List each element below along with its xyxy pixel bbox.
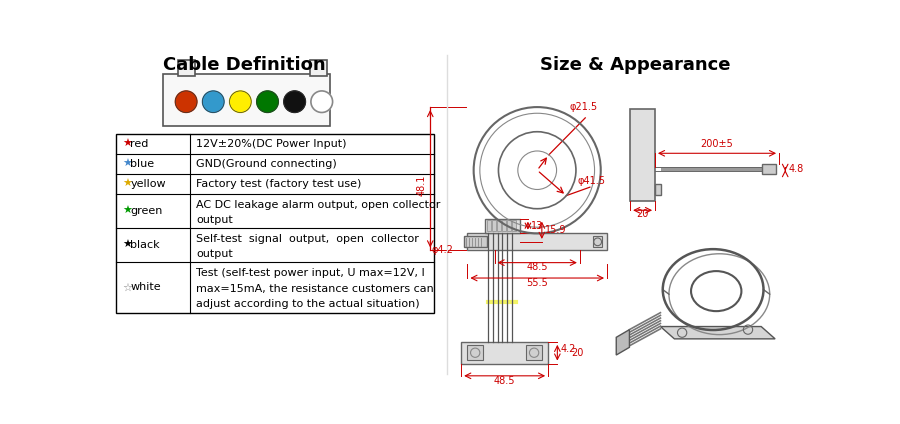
Bar — [655, 184, 661, 195]
Text: ★: ★ — [122, 206, 132, 216]
Text: 20: 20 — [572, 348, 584, 358]
Bar — [464, 237, 487, 247]
Text: ☆: ☆ — [122, 282, 132, 292]
Text: ★: ★ — [122, 139, 132, 149]
Text: blue: blue — [130, 159, 155, 169]
Text: ★: ★ — [122, 159, 132, 169]
Bar — [492, 220, 496, 231]
Text: Size & Appearance: Size & Appearance — [540, 56, 731, 74]
Circle shape — [310, 91, 333, 112]
Text: ★: ★ — [122, 179, 132, 189]
Text: 4.2: 4.2 — [561, 344, 576, 354]
Circle shape — [202, 91, 224, 112]
Bar — [502, 220, 506, 231]
Text: 20: 20 — [636, 209, 649, 219]
Circle shape — [230, 91, 251, 112]
Bar — [662, 167, 762, 171]
Polygon shape — [616, 329, 629, 355]
Text: 4.8: 4.8 — [788, 164, 804, 174]
Text: output: output — [196, 249, 233, 259]
Bar — [593, 237, 602, 247]
Text: 13: 13 — [531, 220, 544, 231]
Text: adjust according to the actual situation): adjust according to the actual situation… — [196, 299, 419, 309]
Text: output: output — [196, 215, 233, 225]
Bar — [467, 233, 607, 250]
Bar — [178, 60, 195, 75]
Bar — [163, 74, 329, 126]
Bar — [484, 219, 520, 233]
Bar — [467, 345, 483, 360]
Text: Factory test (factory test use): Factory test (factory test use) — [196, 179, 362, 189]
Text: 48.1: 48.1 — [417, 175, 427, 196]
Text: Self-test  signal  output,  open  collector: Self-test signal output, open collector — [196, 234, 419, 244]
Bar — [497, 220, 500, 231]
Bar — [461, 342, 548, 363]
Text: 55.5: 55.5 — [526, 278, 548, 288]
Text: 48.5: 48.5 — [494, 376, 516, 385]
Text: φ41.5: φ41.5 — [578, 176, 606, 186]
Bar — [310, 60, 328, 75]
Text: white: white — [130, 282, 161, 292]
Text: φ21.5: φ21.5 — [570, 102, 598, 112]
Text: max=15mA, the resistance customers can: max=15mA, the resistance customers can — [196, 284, 434, 294]
Bar — [526, 345, 542, 360]
Text: 48.5: 48.5 — [526, 262, 548, 272]
Bar — [762, 164, 776, 174]
Text: Test (self-test power input, U max=12V, I: Test (self-test power input, U max=12V, … — [196, 268, 425, 279]
Text: green: green — [130, 206, 163, 216]
Circle shape — [284, 91, 305, 112]
Text: black: black — [130, 240, 160, 250]
Text: yellow: yellow — [130, 179, 166, 189]
Text: ★: ★ — [122, 240, 132, 250]
Text: AC DC leakage alarm output, open collector: AC DC leakage alarm output, open collect… — [196, 200, 441, 210]
Text: GND(Ground connecting): GND(Ground connecting) — [196, 159, 337, 169]
Bar — [116, 134, 434, 312]
Text: 200±5: 200±5 — [700, 139, 734, 149]
Bar — [487, 220, 491, 231]
Bar — [512, 220, 516, 231]
Text: φ4.2: φ4.2 — [432, 245, 454, 255]
Circle shape — [176, 91, 197, 112]
Bar — [630, 109, 655, 201]
Polygon shape — [661, 326, 775, 339]
Text: 12V±20%(DC Power Input): 12V±20%(DC Power Input) — [196, 139, 346, 149]
Circle shape — [256, 91, 278, 112]
Text: Cable Definition: Cable Definition — [163, 56, 326, 74]
Text: 15.9: 15.9 — [545, 225, 566, 235]
Text: red: red — [130, 139, 148, 149]
Bar — [507, 220, 511, 231]
